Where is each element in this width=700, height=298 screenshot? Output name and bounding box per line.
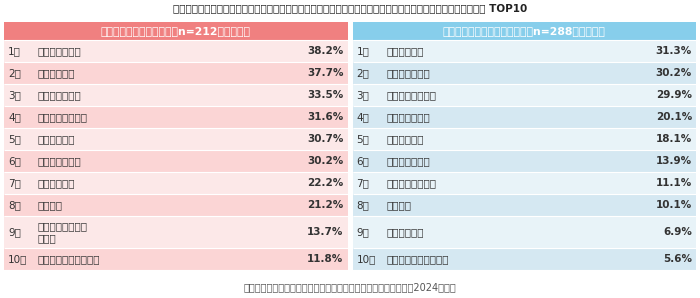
Text: 生活のしやすさ: 生活のしやすさ <box>386 68 430 78</box>
Text: 予算（お金）: 予算（お金） <box>38 68 76 78</box>
Text: 9位: 9位 <box>8 227 21 237</box>
FancyBboxPatch shape <box>4 172 347 194</box>
Text: 雰囲気を揃える: 雰囲気を揃える <box>386 156 430 166</box>
Text: 13.7%: 13.7% <box>307 227 344 237</box>
FancyBboxPatch shape <box>4 194 347 216</box>
Text: 広い空間: 広い空間 <box>38 200 63 210</box>
Text: 4位: 4位 <box>8 112 21 122</box>
Text: 積水ハウス株式会社　住生活研究所「インテリアに関する調査（2024年）」: 積水ハウス株式会社 住生活研究所「インテリアに関する調査（2024年）」 <box>244 282 456 292</box>
FancyBboxPatch shape <box>4 128 347 150</box>
FancyBboxPatch shape <box>353 248 696 270</box>
FancyBboxPatch shape <box>4 84 347 106</box>
Text: ピンの後が残らない壁: ピンの後が残らない壁 <box>38 254 101 264</box>
Text: 9位: 9位 <box>356 227 370 237</box>
Text: 色味を揃える: 色味を揃える <box>38 178 76 188</box>
Text: 予算（お金）: 予算（お金） <box>386 46 424 56</box>
Text: 色味を揃える: 色味を揃える <box>386 227 424 237</box>
Text: 8位: 8位 <box>8 200 21 210</box>
Text: 30.2%: 30.2% <box>656 68 692 78</box>
Text: シンプルな空間: シンプルな空間 <box>38 156 82 166</box>
Text: 4位: 4位 <box>356 112 370 122</box>
Text: インテリアにこだわりない派　n=288・複数回答: インテリアにこだわりない派 n=288・複数回答 <box>443 26 606 36</box>
Text: 38.2%: 38.2% <box>307 46 344 56</box>
Text: 37.7%: 37.7% <box>307 68 344 78</box>
Text: 1位: 1位 <box>8 46 21 56</box>
Text: 手入れがしやすい: 手入れがしやすい <box>386 90 437 100</box>
Text: 素材感: 素材感 <box>38 233 57 243</box>
Text: 6.9%: 6.9% <box>663 227 692 237</box>
FancyBboxPatch shape <box>4 106 347 128</box>
FancyBboxPatch shape <box>4 22 347 40</box>
Text: 30.7%: 30.7% <box>307 134 344 144</box>
Text: 3位: 3位 <box>356 90 370 100</box>
Text: 7位: 7位 <box>8 178 21 188</box>
Text: 手入れがしやすい: 手入れがしやすい <box>38 112 88 122</box>
Text: 18.1%: 18.1% <box>656 134 692 144</box>
Text: 10位: 10位 <box>8 254 27 264</box>
FancyBboxPatch shape <box>353 62 696 84</box>
Text: 6位: 6位 <box>8 156 21 166</box>
Text: 2位: 2位 <box>356 68 370 78</box>
FancyBboxPatch shape <box>4 62 347 84</box>
Text: 10位: 10位 <box>356 254 376 264</box>
Text: 13.9%: 13.9% <box>656 156 692 166</box>
Text: 家族との話し合い: 家族との話し合い <box>386 178 437 188</box>
Text: 5.6%: 5.6% <box>663 254 692 264</box>
FancyBboxPatch shape <box>4 248 347 270</box>
FancyBboxPatch shape <box>353 216 696 248</box>
Text: 家族との話し合い: 家族との話し合い <box>38 221 88 231</box>
Text: 飽きないこと: 飽きないこと <box>386 134 424 144</box>
Text: 広い空間: 広い空間 <box>386 200 412 210</box>
Text: 5位: 5位 <box>8 134 21 144</box>
Text: 1位: 1位 <box>356 46 370 56</box>
FancyBboxPatch shape <box>353 40 696 62</box>
Text: 11.1%: 11.1% <box>656 178 692 188</box>
FancyBboxPatch shape <box>353 84 696 106</box>
Text: 31.3%: 31.3% <box>656 46 692 56</box>
Text: 飽きないこと: 飽きないこと <box>38 134 76 144</box>
Text: 11.8%: 11.8% <box>307 254 344 264</box>
Text: 20.1%: 20.1% <box>656 112 692 122</box>
FancyBboxPatch shape <box>4 40 347 62</box>
Text: 6位: 6位 <box>356 156 370 166</box>
Text: 理想のインテリア（内装・しつらえ）やインテリアグッズ（家具・装飾品）を実現するために必要だと思うこと TOP10: 理想のインテリア（内装・しつらえ）やインテリアグッズ（家具・装飾品）を実現するた… <box>173 3 527 13</box>
FancyBboxPatch shape <box>353 194 696 216</box>
Text: 22.2%: 22.2% <box>307 178 344 188</box>
Text: 5位: 5位 <box>356 134 370 144</box>
Text: 8位: 8位 <box>356 200 370 210</box>
Text: 3位: 3位 <box>8 90 21 100</box>
Text: 生活のしやすさ: 生活のしやすさ <box>38 46 82 56</box>
Text: 2位: 2位 <box>8 68 21 78</box>
Text: 7位: 7位 <box>356 178 370 188</box>
Text: 21.2%: 21.2% <box>307 200 344 210</box>
Text: シンプルな空間: シンプルな空間 <box>386 112 430 122</box>
Text: 29.9%: 29.9% <box>656 90 692 100</box>
Text: インテリアをこだわる派　n=212・複数回答: インテリアをこだわる派 n=212・複数回答 <box>101 26 251 36</box>
Text: ピンの跡が残らない壁: ピンの跡が残らない壁 <box>386 254 449 264</box>
FancyBboxPatch shape <box>353 22 696 40</box>
FancyBboxPatch shape <box>353 106 696 128</box>
Text: 31.6%: 31.6% <box>307 112 344 122</box>
Text: 33.5%: 33.5% <box>307 90 344 100</box>
FancyBboxPatch shape <box>4 216 347 248</box>
FancyBboxPatch shape <box>353 150 696 172</box>
FancyBboxPatch shape <box>353 172 696 194</box>
Text: 10.1%: 10.1% <box>656 200 692 210</box>
FancyBboxPatch shape <box>4 150 347 172</box>
FancyBboxPatch shape <box>353 128 696 150</box>
Text: 雰囲気を揃える: 雰囲気を揃える <box>38 90 82 100</box>
Text: 30.2%: 30.2% <box>307 156 344 166</box>
